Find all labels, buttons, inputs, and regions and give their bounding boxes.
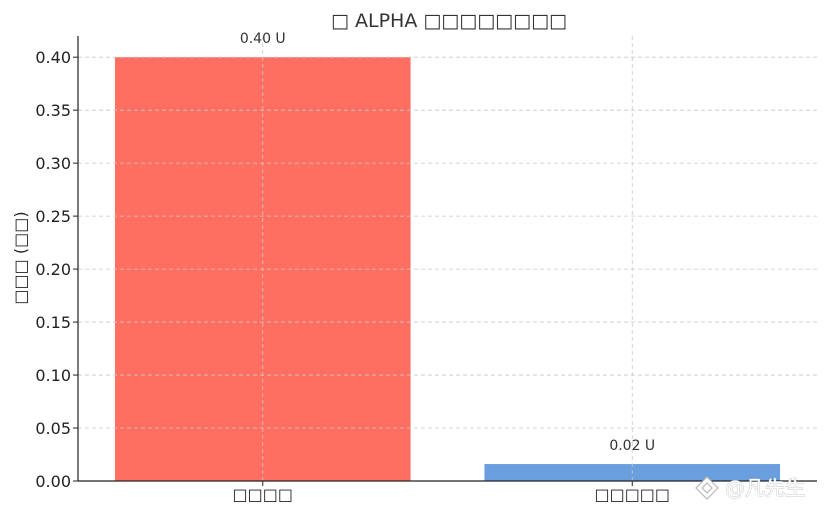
x-tick-label: □□□□□ <box>594 485 670 504</box>
y-tick-label: 0.30 <box>35 154 71 173</box>
data-label: 0.02 U <box>609 438 655 454</box>
y-tick-label: 0.00 <box>35 472 71 491</box>
y-tick-label: 0.20 <box>35 260 71 279</box>
data-labels: 0.40 U 0.02 U <box>240 31 655 454</box>
chart-title: □ ALPHA □□□□□□□□ <box>331 10 567 32</box>
y-axis-ticks: 0.00 0.05 0.10 0.15 0.20 0.25 0.30 0.35 0.40 <box>35 48 78 491</box>
watermark-logo-icon <box>695 476 719 500</box>
y-tick-label: 0.05 <box>35 419 71 438</box>
y-tick-label: 0.35 <box>35 101 71 120</box>
data-label: 0.40 U <box>240 31 286 47</box>
x-tick-label: □□□□ <box>233 485 293 504</box>
y-axis-label: □□□ (□□) <box>11 211 30 304</box>
y-tick-label: 0.15 <box>35 313 71 332</box>
watermark-text: @凡先生 <box>725 476 805 500</box>
y-tick-label: 0.40 <box>35 48 71 67</box>
y-tick-label: 0.10 <box>35 366 71 385</box>
x-axis-ticks: □□□□ □□□□□ <box>233 481 670 504</box>
y-tick-label: 0.25 <box>35 207 71 226</box>
watermark: @凡先生 <box>695 476 805 500</box>
